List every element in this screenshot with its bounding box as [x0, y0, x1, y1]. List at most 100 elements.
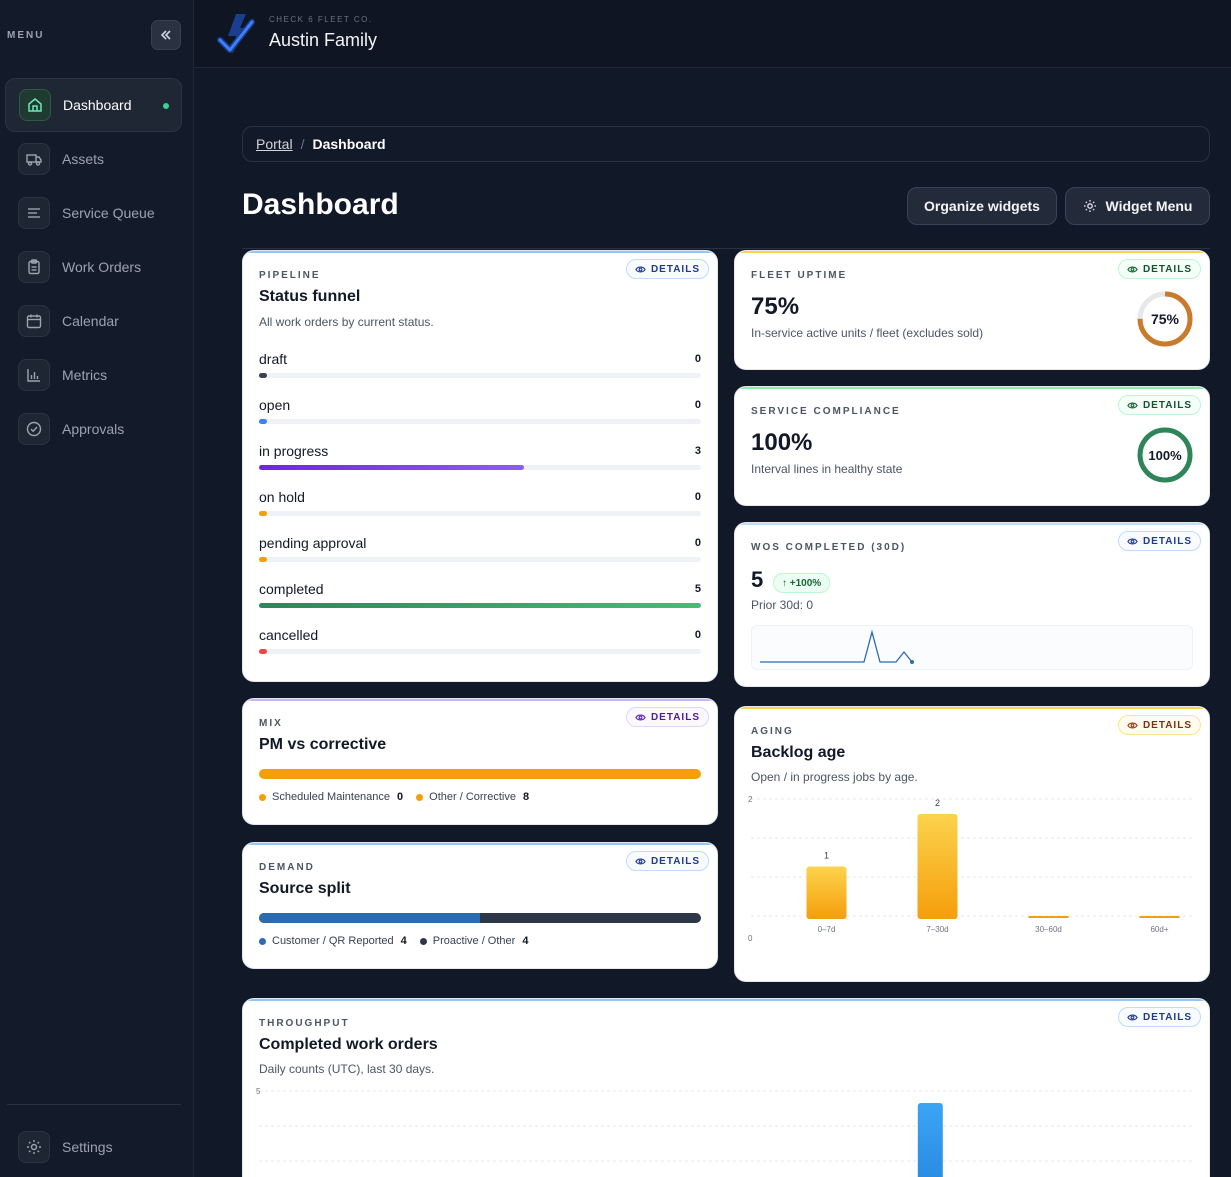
funnel-row: on hold 0 [259, 489, 701, 516]
card-accent [735, 523, 1209, 525]
card-title: Completed work orders [259, 1036, 438, 1053]
legend-label: Scheduled Maintenance [272, 791, 391, 803]
service-compliance-value: 100% [751, 429, 813, 456]
card-kicker: FLEET UPTIME [751, 270, 848, 281]
funnel-status-label: pending approval [259, 535, 367, 551]
throughput-bar-chart: 5 [256, 1087, 1195, 1177]
funnel-progress-track [259, 557, 701, 562]
mix-split-bar [259, 769, 701, 779]
organize-widgets-button[interactable]: Organize widgets [907, 187, 1057, 225]
eye-icon [1127, 266, 1138, 272]
funnel-progress-track [259, 419, 701, 424]
details-label: DETAILS [1142, 263, 1192, 275]
details-button[interactable]: DETAILS [1117, 395, 1201, 415]
sidebar-item-calendar[interactable]: Calendar [5, 294, 182, 348]
details-label: DETAILS [650, 855, 700, 867]
legend-count: 0 [397, 791, 404, 803]
funnel-row: pending approval 0 [259, 535, 701, 562]
sidebar-item-label: Assets [62, 151, 105, 167]
source-split-card: DETAILS DEMAND Source split Customer / Q… [242, 842, 718, 969]
card-accent [243, 999, 1209, 1001]
source-split-bar [259, 913, 701, 923]
card-subtitle: All work orders by current status. [259, 315, 434, 329]
details-button[interactable]: DETAILS [1117, 531, 1201, 551]
clipboard-icon [18, 251, 50, 283]
sidebar-item-label: Calendar [62, 313, 119, 329]
ring-fill [1137, 291, 1193, 347]
details-button[interactable]: DETAILS [1117, 715, 1201, 735]
list-icon [18, 197, 50, 229]
active-indicator [163, 103, 169, 109]
sidebar: MENU Dashboard Assets Service Queue [0, 0, 194, 1177]
card-kicker: MIX [259, 718, 283, 729]
funnel-status-count: 0 [694, 629, 701, 641]
funnel-status-count: 0 [694, 353, 701, 365]
trend-badge: ↑ +100% [773, 573, 831, 593]
bar-data-label: 1 [824, 851, 829, 861]
card-subtitle: In-service active units / fleet (exclude… [751, 326, 984, 340]
breadcrumb-separator: / [300, 136, 305, 152]
sidebar-item-label: Work Orders [62, 259, 142, 275]
sidebar-nav: Dashboard Assets Service Queue Work Orde… [5, 78, 182, 456]
bar [917, 1103, 943, 1177]
y-tick-label: 2 [748, 795, 753, 804]
eye-icon [635, 266, 646, 272]
sidebar-item-service-queue[interactable]: Service Queue [5, 186, 182, 240]
mix-legend: Scheduled Maintenance 0 Other / Correcti… [259, 791, 542, 803]
legend-label: Other / Corrective [429, 791, 516, 803]
sidebar-item-approvals[interactable]: Approvals [5, 402, 182, 456]
sidebar-item-dashboard[interactable]: Dashboard [5, 78, 182, 132]
service-compliance-card: DETAILS SERVICE COMPLIANCE 100% Interval… [734, 386, 1210, 506]
card-accent [243, 699, 717, 701]
sidebar-item-label: Dashboard [63, 97, 132, 113]
sidebar-item-assets[interactable]: Assets [5, 132, 182, 186]
card-subtitle: Open / in progress jobs by age. [751, 770, 918, 784]
widget-menu-button[interactable]: Widget Menu [1065, 187, 1210, 225]
funnel-progress-fill [259, 557, 267, 562]
sidebar-item-metrics[interactable]: Metrics [5, 348, 182, 402]
y-tick-label: 5 [256, 1087, 261, 1096]
org-kicker: CHECK 6 FLEET CO. [269, 15, 373, 24]
legend-dot [259, 937, 266, 945]
funnel-status-label: completed [259, 581, 324, 597]
breadcrumb-current: Dashboard [312, 136, 386, 152]
breadcrumb-link-portal[interactable]: Portal [256, 136, 293, 152]
details-label: DETAILS [1142, 399, 1192, 411]
menu-label: MENU [7, 30, 45, 41]
header-divider [242, 248, 1210, 249]
check-circle-icon [18, 413, 50, 445]
eye-icon [635, 714, 646, 720]
collapse-sidebar-button[interactable] [151, 20, 181, 50]
funnel-progress-fill [259, 419, 267, 424]
card-title: Source split [259, 880, 351, 897]
sidebar-item-work-orders[interactable]: Work Orders [5, 240, 182, 294]
widget-menu-label: Widget Menu [1105, 198, 1193, 214]
pm-vs-corrective-card: DETAILS MIX PM vs corrective Scheduled M… [242, 698, 718, 825]
sidebar-item-settings[interactable]: Settings [18, 1131, 113, 1163]
details-button[interactable]: DETAILS [1117, 1007, 1201, 1027]
details-button[interactable]: DETAILS [625, 259, 709, 279]
ring-fill [1137, 427, 1193, 483]
funnel-status-label: draft [259, 351, 288, 367]
details-button[interactable]: DETAILS [625, 851, 709, 871]
details-button[interactable]: DETAILS [625, 707, 709, 727]
funnel-progress-fill [259, 373, 267, 378]
funnel-progress-track [259, 465, 701, 470]
legend-count: 4 [522, 935, 529, 947]
bar [917, 814, 958, 919]
compliance-ring-gauge: 100% [1137, 427, 1193, 483]
card-accent [243, 843, 717, 845]
fleet-uptime-card: DETAILS FLEET UPTIME 75% In-service acti… [734, 250, 1210, 370]
y-tick-label: 0 [748, 934, 753, 941]
top-header: CHECK 6 FLEET CO. Austin Family [194, 0, 1231, 68]
details-button[interactable]: DETAILS [1117, 259, 1201, 279]
completed-work-orders-card: DETAILS THROUGHPUT Completed work orders… [242, 998, 1210, 1177]
uptime-ring-gauge: 75% [1137, 291, 1193, 347]
legend-label: Proactive / Other [432, 935, 516, 947]
funnel-status-label: cancelled [259, 627, 319, 643]
eye-icon [1127, 1014, 1138, 1020]
bar-chart-icon [18, 359, 50, 391]
card-accent [735, 251, 1209, 253]
funnel-progress-track [259, 603, 701, 608]
funnel-status-label: in progress [259, 443, 329, 459]
